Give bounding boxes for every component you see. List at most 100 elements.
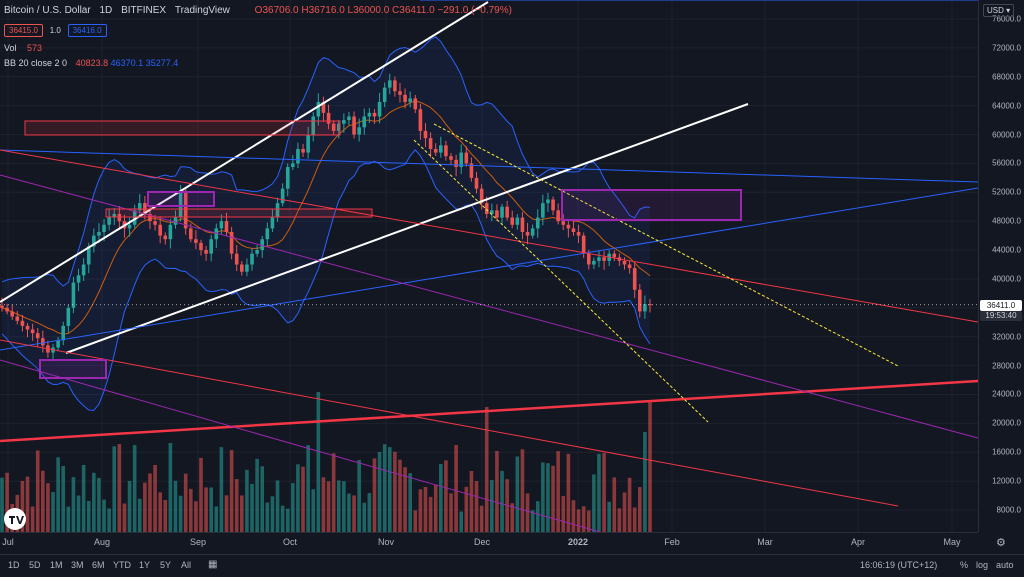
candle-body bbox=[515, 217, 520, 225]
candle-body bbox=[224, 221, 229, 233]
candle-body bbox=[81, 264, 86, 276]
volume-bar bbox=[500, 470, 504, 532]
purple-box-3 bbox=[561, 189, 742, 221]
candle-body bbox=[20, 320, 25, 326]
volume-bar bbox=[454, 445, 458, 532]
price-tick-label: 60000.0 bbox=[992, 130, 1021, 140]
volume-bar bbox=[265, 502, 270, 532]
candle-body bbox=[643, 304, 647, 312]
candle-body bbox=[546, 199, 550, 204]
quantity-field[interactable]: 1.0 bbox=[49, 26, 61, 35]
buy-button[interactable]: 36416.0 bbox=[67, 24, 107, 37]
auto-toggle[interactable]: auto bbox=[996, 560, 1014, 570]
red-line-2 bbox=[0, 339, 899, 507]
candle-body bbox=[444, 145, 448, 157]
tradingview-logo[interactable] bbox=[4, 508, 26, 530]
candle-body bbox=[280, 188, 285, 204]
candle-body bbox=[331, 123, 336, 131]
price-tick-label: 68000.0 bbox=[992, 72, 1021, 82]
volume-bar bbox=[648, 402, 652, 532]
volume-bar bbox=[158, 492, 162, 532]
volume-bar bbox=[199, 457, 203, 532]
purple-line-1 bbox=[0, 174, 978, 439]
provider-label: TradingView bbox=[174, 5, 230, 16]
candle-body bbox=[219, 221, 224, 229]
range-button-5y[interactable]: 5Y bbox=[160, 560, 172, 570]
candle-body bbox=[102, 224, 106, 233]
time-tick-label: Jul bbox=[2, 537, 14, 547]
candle-body bbox=[296, 148, 300, 164]
volume-bar bbox=[362, 502, 367, 532]
volume-bar bbox=[301, 466, 305, 532]
candle-body bbox=[464, 152, 469, 164]
range-button-6m[interactable]: 6M bbox=[92, 560, 105, 570]
candle-body bbox=[592, 260, 596, 265]
candle-body bbox=[627, 264, 632, 269]
clock-label[interactable]: 16:06:19 (UTC+12) bbox=[860, 560, 938, 570]
volume-bar bbox=[357, 459, 361, 532]
price-axis[interactable]: 76000.0 72000.0 68000.0 64000.0 60000.0 56000… bbox=[978, 0, 1024, 532]
volume-bar bbox=[321, 477, 326, 532]
time-axis[interactable]: Jul Aug Sep Oct Nov Dec 2022 Feb Mar Apr May bbox=[0, 532, 978, 555]
volume-bar bbox=[234, 479, 239, 532]
range-button-1m[interactable]: 1M bbox=[50, 560, 63, 570]
candle-body bbox=[326, 112, 331, 124]
volume-bar bbox=[566, 453, 571, 532]
volume-bar bbox=[474, 481, 479, 532]
candle-body bbox=[484, 203, 489, 214]
candle-body bbox=[505, 206, 509, 218]
bb-label: BB 20 close 2 0 bbox=[4, 58, 68, 68]
volume-bar bbox=[510, 503, 515, 532]
volume-bar bbox=[546, 463, 550, 532]
candle-body bbox=[250, 253, 254, 265]
range-button-1y[interactable]: 1Y bbox=[139, 560, 151, 570]
range-button-all[interactable]: All bbox=[181, 560, 192, 570]
volume-bar bbox=[382, 444, 387, 532]
trade-panel: 36415.0 1.0 36416.0 bbox=[4, 24, 107, 37]
candle-body bbox=[510, 217, 515, 225]
candle-body bbox=[525, 232, 530, 236]
volume-bar bbox=[331, 453, 336, 532]
symbol-legend[interactable]: Bitcoin / U.S. Dollar 1D BITFINEX Tradin… bbox=[4, 5, 512, 16]
volume-bar bbox=[240, 495, 244, 532]
volume-bar bbox=[122, 503, 127, 532]
range-button-ytd[interactable]: YTD bbox=[113, 560, 131, 570]
volume-legend[interactable]: Vol 573 bbox=[4, 43, 42, 53]
candle-body bbox=[15, 316, 20, 321]
range-button-3m[interactable]: 3M bbox=[71, 560, 84, 570]
price-chart[interactable] bbox=[0, 0, 978, 532]
candle-body bbox=[428, 138, 433, 149]
volume-bar bbox=[627, 477, 632, 532]
volume-bar bbox=[183, 473, 188, 532]
settings-gear-icon[interactable]: ⚙ bbox=[996, 537, 1006, 549]
volume-bar bbox=[576, 509, 581, 532]
volume-bar bbox=[250, 483, 254, 532]
candle-body bbox=[403, 94, 407, 103]
range-button-1d[interactable]: 1D bbox=[8, 560, 20, 570]
bb-legend[interactable]: BB 20 close 2 0 40823.8 46370.1 35277.4 bbox=[4, 58, 178, 68]
volume-bar bbox=[347, 493, 351, 532]
currency-select[interactable]: USD ▾ bbox=[983, 4, 1015, 17]
sell-button[interactable]: 36415.0 bbox=[4, 24, 43, 37]
log-toggle[interactable]: log bbox=[976, 560, 989, 570]
percent-toggle[interactable]: % bbox=[960, 560, 969, 570]
candle-body bbox=[474, 177, 479, 189]
volume-bar bbox=[275, 480, 280, 532]
volume-bar bbox=[51, 492, 55, 532]
volume-bar bbox=[35, 450, 40, 532]
candle-body bbox=[408, 98, 412, 103]
volume-bar bbox=[515, 456, 520, 532]
calendar-icon[interactable]: ▦ bbox=[208, 559, 218, 570]
price-tick-label: 32000.0 bbox=[992, 332, 1021, 342]
candle-body bbox=[372, 112, 377, 117]
volume-bar bbox=[188, 488, 193, 532]
candle-body bbox=[234, 253, 239, 265]
candle-body bbox=[571, 228, 576, 233]
candle-body bbox=[469, 163, 474, 178]
range-button-5d[interactable]: 5D bbox=[29, 560, 41, 570]
candle-body bbox=[306, 134, 310, 153]
volume-bar bbox=[291, 483, 295, 532]
volume-bar bbox=[148, 473, 152, 532]
candle-body bbox=[270, 217, 275, 229]
candle-body bbox=[530, 228, 535, 236]
